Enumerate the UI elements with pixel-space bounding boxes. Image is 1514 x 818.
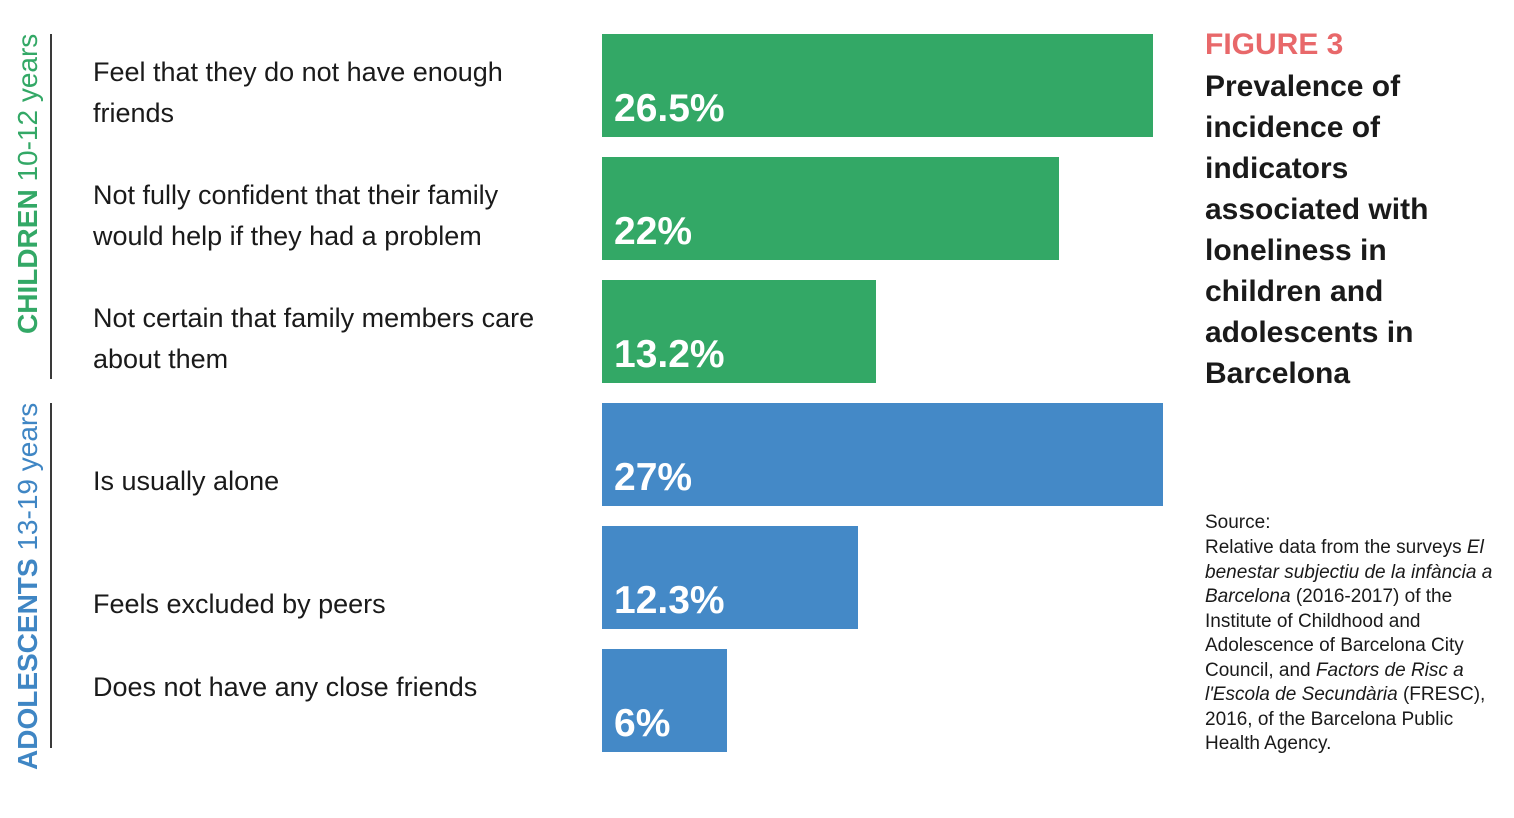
source-part: Factors de Risc a l'Escola de Secundària [1205, 659, 1464, 706]
figure-title: Prevalence of incidence of indicators as… [1205, 70, 1429, 390]
group-age: 10-12 years [12, 33, 43, 190]
category-label: Not fully confident that their family wo… [93, 180, 499, 251]
figure-number: FIGURE 3 [1205, 28, 1344, 61]
category-label: Does not have any close friends [93, 672, 478, 702]
group-divider-line [50, 403, 52, 748]
bar: 13.2% [602, 280, 877, 383]
category-label: Is usually alone [93, 466, 280, 496]
source-part: Relative data from the surveys [1205, 537, 1467, 558]
source-part: (FRESC), 2016, of the Barcelona Public H… [1205, 684, 1486, 754]
bar: 22% [602, 157, 1060, 260]
group-name: CHILDREN [12, 189, 43, 334]
group-label: CHILDREN 10-12 years [12, 33, 43, 334]
category-label: Feels excluded by peers [93, 589, 386, 619]
bar-value-label: 26.5% [614, 87, 725, 130]
bar: 6% [602, 649, 727, 752]
bar: 27% [602, 403, 1163, 506]
bar-value-label: 6% [614, 702, 671, 745]
source-part: (2016-2017) of the Institute of Childhoo… [1205, 586, 1464, 681]
source-text: Relative data from the surveys El benest… [1205, 536, 1510, 757]
bar: 12.3% [602, 526, 858, 629]
bar-value-label: 27% [614, 456, 693, 499]
category-label: Feel that they do not have enough friend… [93, 57, 503, 128]
group-label: ADOLESCENTS 13-19 years [12, 402, 43, 770]
group-age: 13-19 years [12, 402, 43, 559]
source-part: El benestar subjectiu de la infància a B… [1205, 537, 1493, 607]
group-divider-line [50, 34, 52, 379]
group-name: ADOLESCENTS [12, 558, 43, 770]
source-heading: Source: [1205, 512, 1271, 533]
bar: 26.5% [602, 34, 1153, 137]
bar-value-label: 13.2% [614, 333, 725, 376]
bar-value-label: 22% [614, 210, 693, 253]
bar-value-label: 12.3% [614, 579, 725, 622]
category-label: Not certain that family members care abo… [93, 303, 535, 374]
